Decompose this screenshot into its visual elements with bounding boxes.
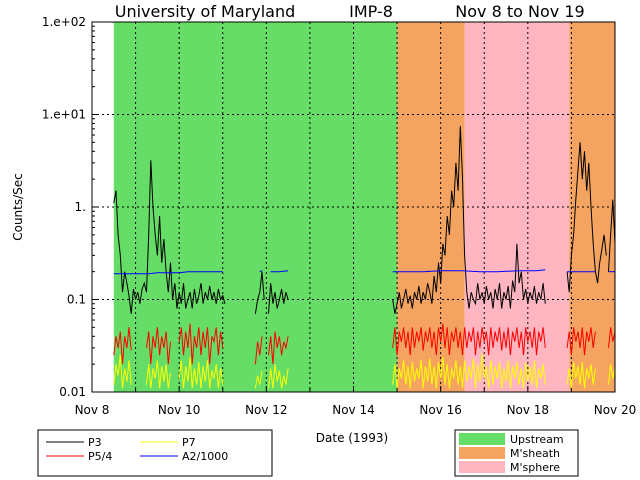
legend-series-box <box>37 429 273 477</box>
series-p7-segment-6 <box>566 362 596 389</box>
series-p54-segment-6 <box>566 327 596 356</box>
series-p3-segment-5 <box>608 199 616 272</box>
grid-lines <box>92 22 615 392</box>
legend-region-label: M'sheath <box>510 447 560 460</box>
series-p7-segment-0 <box>113 355 132 389</box>
legend-label: A2/1000 <box>182 450 228 463</box>
series-p7-segment-3 <box>254 370 263 389</box>
x-tick-label: Nov 20 <box>594 403 637 417</box>
y-tick-label: 1.e+01 <box>42 108 86 122</box>
axis-ticks: Nov 8 Nov 10 Nov 12 Nov 14 Nov 16 Nov 18 Nov 2… <box>42 15 636 417</box>
series-p7-segment-1 <box>146 360 171 389</box>
series-p7-segment-2 <box>178 356 224 389</box>
series-a21000-segment-0 <box>113 271 223 275</box>
legend-region-label: Upstream <box>510 433 564 446</box>
series-a21000-segment-1 <box>259 270 263 273</box>
series-p54-segment-4 <box>268 331 289 365</box>
series-p3-segment-4 <box>566 142 607 293</box>
y-tick-label: 1.e+02 <box>42 15 86 29</box>
legend-label: P5/4 <box>88 450 112 463</box>
data-series <box>113 126 616 389</box>
x-tick-label: Nov 18 <box>507 403 550 417</box>
x-tick-label: Nov 12 <box>245 403 288 417</box>
legend-series: P3 P7 P5/4 A2/1000 <box>37 429 273 477</box>
x-tick-label: Nov 10 <box>158 403 201 417</box>
x-tick-label: Nov 16 <box>419 403 462 417</box>
legend-label: P7 <box>182 436 196 449</box>
legend-region-swatch <box>459 433 505 445</box>
series-p7-segment-4 <box>268 364 289 389</box>
legend-region-swatch <box>459 461 505 473</box>
series-p54-segment-1 <box>146 327 171 365</box>
series-p54-segment-7 <box>608 327 616 348</box>
series-p3-segment-1 <box>254 271 265 314</box>
y-axis-label: Counts/Sec <box>11 173 25 241</box>
y-tick-label: 0.01 <box>59 385 86 399</box>
x-axis-label: Date (1993) <box>316 431 388 445</box>
x-tick-label: Nov 8 <box>75 403 110 417</box>
series-p3-segment-2 <box>268 283 289 314</box>
legend-label: P3 <box>88 436 102 449</box>
region-upstream-0 <box>113 22 398 392</box>
legend-region-label: M'sphere <box>510 461 560 474</box>
y-tick-label: 0.1 <box>67 293 86 307</box>
series-p54-segment-2 <box>178 323 224 365</box>
series-p54-segment-0 <box>113 327 132 365</box>
series-p3-segment-0 <box>113 160 226 314</box>
series-p3-segment-3 <box>392 126 546 314</box>
title-spacecraft: IMP-8 <box>349 2 393 21</box>
legend-region-swatch <box>459 447 505 459</box>
series-p7-segment-7 <box>608 364 616 385</box>
series-p54-segment-5 <box>392 323 546 356</box>
y-tick-label: 1. <box>75 200 86 214</box>
series-p54-segment-3 <box>254 336 263 365</box>
title-institution: University of Maryland <box>115 2 296 21</box>
series-p7-segment-5 <box>392 353 546 389</box>
title-date-range: Nov 8 to Nov 19 <box>455 2 584 21</box>
x-tick-label: Nov 14 <box>332 403 375 417</box>
series-a21000-segment-2 <box>270 270 289 273</box>
series-a21000-segment-3 <box>392 269 546 273</box>
